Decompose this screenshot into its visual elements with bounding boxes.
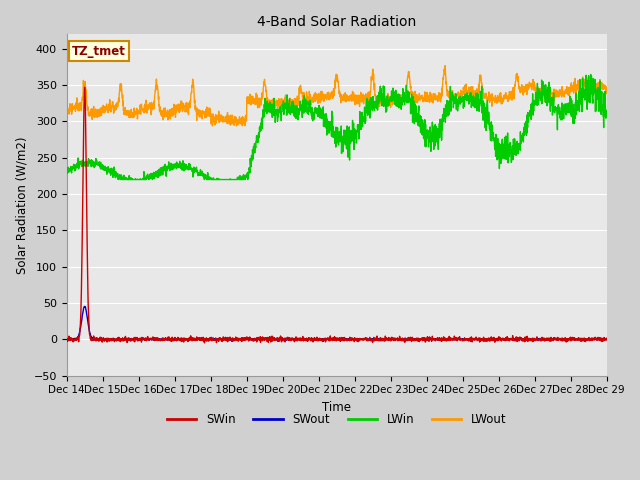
SWout	[353, 336, 360, 342]
LWout	[209, 123, 216, 129]
SWin	[603, 336, 611, 341]
SWin	[200, 340, 208, 346]
LWin	[63, 168, 70, 174]
SWin	[571, 337, 579, 343]
Line: LWin: LWin	[67, 74, 607, 180]
SWin	[353, 337, 360, 343]
LWout	[364, 90, 372, 96]
LWin	[353, 140, 360, 146]
LWin	[603, 112, 611, 118]
SWout	[603, 336, 611, 342]
SWin	[214, 337, 221, 343]
SWout	[214, 336, 221, 342]
SWout	[81, 303, 88, 309]
LWin	[115, 177, 122, 182]
LWin	[587, 72, 595, 77]
LWin	[570, 120, 578, 126]
SWin	[494, 337, 502, 343]
Title: 4-Band Solar Radiation: 4-Band Solar Radiation	[257, 15, 416, 29]
Text: TZ_tmet: TZ_tmet	[72, 45, 126, 58]
Legend: SWin, SWout, LWin, LWout: SWin, SWout, LWin, LWout	[162, 408, 511, 431]
SWin	[556, 336, 563, 342]
SWout	[63, 336, 70, 342]
LWout	[571, 84, 579, 90]
LWout	[603, 89, 611, 95]
SWin	[364, 337, 372, 343]
SWout	[364, 336, 372, 342]
SWout	[556, 336, 563, 342]
Line: SWin: SWin	[67, 87, 607, 343]
LWout	[441, 63, 449, 69]
SWout	[494, 337, 502, 343]
Line: LWout: LWout	[67, 66, 607, 126]
Line: SWout: SWout	[67, 306, 607, 341]
SWout	[297, 338, 305, 344]
LWout	[494, 99, 502, 105]
SWin	[81, 84, 88, 90]
X-axis label: Time: Time	[322, 401, 351, 414]
LWin	[214, 177, 221, 182]
LWout	[63, 101, 70, 107]
Y-axis label: Solar Radiation (W/m2): Solar Radiation (W/m2)	[15, 136, 28, 274]
SWin	[63, 336, 70, 342]
LWout	[214, 114, 221, 120]
LWin	[364, 109, 372, 115]
SWout	[571, 336, 579, 342]
LWout	[353, 96, 360, 102]
LWin	[494, 136, 502, 142]
LWin	[556, 111, 563, 117]
LWout	[556, 87, 563, 93]
